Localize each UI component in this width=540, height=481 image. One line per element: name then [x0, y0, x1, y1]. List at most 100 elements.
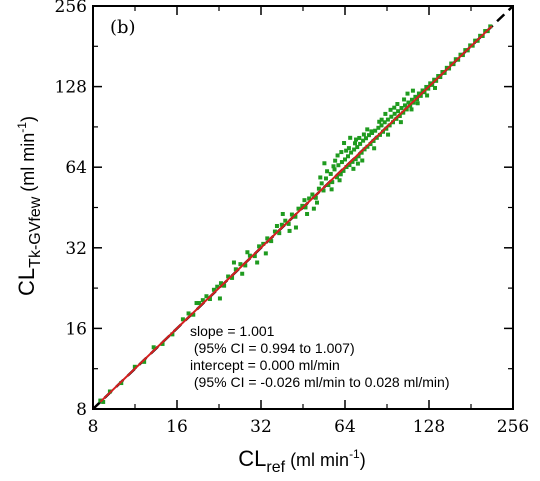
data-point	[287, 228, 292, 233]
data-point	[361, 132, 366, 137]
data-point	[339, 160, 344, 165]
data-point	[369, 129, 374, 134]
data-point	[326, 183, 331, 188]
data-point	[411, 100, 416, 105]
data-point	[365, 127, 370, 132]
y-axis-title: CLTk-GVfew (ml min-1)	[14, 116, 44, 296]
data-point	[307, 196, 312, 201]
data-point	[358, 141, 363, 146]
data-point	[331, 164, 336, 169]
data-point	[396, 109, 401, 114]
data-point	[379, 117, 384, 122]
data-point	[395, 102, 400, 107]
data-point	[321, 188, 326, 193]
data-point	[191, 312, 196, 317]
data-point	[328, 171, 333, 176]
x-tick-label: 256	[497, 417, 529, 437]
data-point	[453, 57, 458, 62]
data-point	[332, 167, 337, 172]
data-point	[217, 296, 222, 301]
y-tick-label: 128	[55, 78, 87, 98]
data-point	[101, 399, 106, 404]
data-point	[218, 281, 223, 286]
data-point	[215, 284, 220, 289]
data-point	[355, 145, 360, 150]
data-point	[263, 251, 268, 256]
data-point	[289, 212, 294, 217]
data-point	[376, 125, 381, 130]
data-point	[261, 241, 266, 246]
data-point	[430, 82, 435, 87]
data-point	[425, 93, 430, 98]
data-point	[305, 211, 310, 216]
slope-text: slope = 1.001	[190, 323, 275, 339]
x-tick-label: 128	[413, 417, 445, 437]
data-point	[418, 93, 423, 98]
data-point	[310, 192, 315, 197]
fit-line	[99, 25, 493, 403]
data-point	[341, 168, 346, 173]
data-point	[222, 283, 227, 288]
data-point	[322, 161, 327, 166]
data-point	[463, 48, 468, 53]
data-point	[444, 65, 449, 70]
data-point	[186, 311, 191, 316]
data-point	[342, 141, 347, 146]
data-point	[286, 221, 291, 226]
data-point	[356, 154, 361, 159]
data-point	[280, 211, 285, 216]
data-point	[351, 166, 356, 171]
data-point	[436, 74, 441, 79]
data-point	[398, 120, 403, 125]
data-point	[300, 203, 305, 208]
intercept-text: intercept = 0.000 ml/min	[190, 357, 340, 373]
data-point	[160, 341, 165, 346]
data-point	[440, 70, 445, 75]
data-point	[359, 150, 364, 155]
data-point	[346, 146, 351, 151]
data-point	[386, 132, 391, 137]
data-point	[329, 187, 334, 192]
x-tick-label: 32	[250, 417, 272, 437]
data-point	[415, 101, 420, 106]
data-point	[377, 119, 382, 124]
data-point	[344, 148, 349, 153]
data-point	[265, 236, 270, 241]
y-tick-label: 256	[55, 0, 87, 17]
data-point	[399, 105, 404, 110]
data-point	[243, 263, 248, 268]
data-point	[207, 297, 212, 302]
data-point	[302, 198, 307, 203]
data-point	[372, 146, 377, 151]
data-point	[392, 111, 397, 116]
data-point	[336, 163, 341, 168]
data-point	[257, 244, 262, 249]
data-point	[330, 180, 335, 185]
plot-area: 8 16 32 64 128 256 8 16 32 64 128 256	[55, 0, 530, 437]
y-tick-label: 64	[65, 158, 87, 178]
data-point	[449, 61, 454, 66]
data-point	[389, 114, 394, 119]
data-point	[338, 172, 343, 177]
data-point	[269, 239, 274, 244]
ticks: 8 16 32 64 128 256 8 16 32 64 128 256	[55, 0, 530, 437]
data-point	[368, 142, 373, 147]
data-point	[349, 150, 354, 155]
data-point	[402, 97, 407, 102]
data-point	[409, 107, 414, 112]
data-point	[211, 287, 216, 292]
slope-ci-text: (95% CI = 0.994 to 1.007)	[190, 340, 355, 356]
intercept-ci-text: (95% CI = -0.026 ml/min to 0.028 ml/min)	[190, 374, 450, 390]
data-point	[252, 254, 257, 259]
data-point	[333, 158, 338, 163]
data-point	[360, 158, 365, 163]
data-point	[379, 123, 384, 128]
data-point	[382, 120, 387, 125]
data-point	[293, 214, 298, 219]
data-point	[316, 186, 321, 191]
x-tick-label: 64	[334, 417, 356, 437]
data-point	[318, 175, 323, 180]
x-tick-label: 8	[88, 417, 99, 437]
data-point	[315, 200, 320, 205]
data-point	[337, 178, 342, 183]
